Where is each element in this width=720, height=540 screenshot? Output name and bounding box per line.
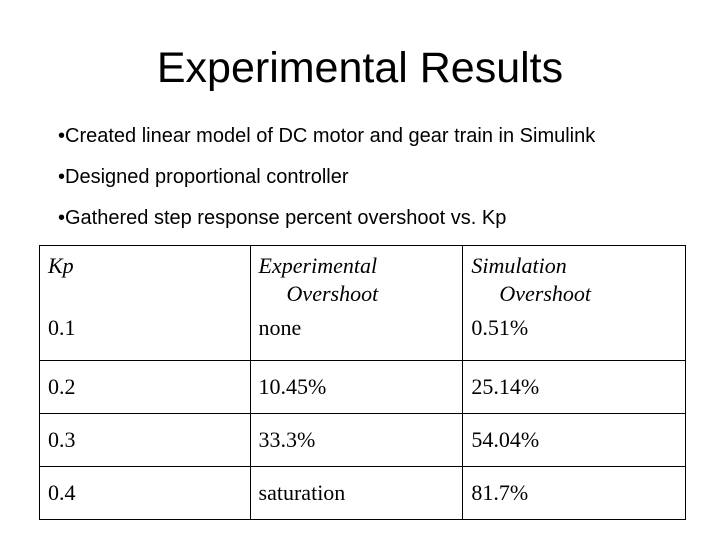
cell-kp: 0.4 [39, 466, 251, 520]
cell-kp: 0.1 [39, 314, 251, 361]
bullet-list: •Created linear model of DC motor and ge… [58, 122, 595, 245]
cell-simulation: 0.51% [462, 314, 686, 361]
slide-title: Experimental Results [156, 44, 564, 92]
header-experimental: Experimental Overshoot [249, 245, 464, 314]
cell-simulation: 54.04% [462, 413, 686, 467]
header-simulation-line2: Overshoot [499, 281, 592, 306]
bullet-item: •Created linear model of DC motor and ge… [58, 125, 596, 147]
table-row: 0.4 saturation 81.7% [39, 466, 686, 520]
table-header-row: Kp Experimental Overshoot Simulation Ove… [39, 245, 686, 314]
header-kp-label: Kp [48, 253, 74, 278]
header-kp: Kp [39, 245, 251, 314]
bullet-item: •Designed proportional controller [58, 166, 349, 188]
cell-simulation: 81.7% [462, 466, 686, 520]
header-experimental-line1: Experimental [258, 253, 378, 278]
cell-experimental: none [249, 314, 464, 361]
bullet-item: •Gathered step response percent overshoo… [58, 207, 507, 229]
header-simulation-line1: Simulation [471, 253, 567, 278]
table-row: 0.1 none 0.51% [39, 314, 686, 361]
table-row: 0.2 10.45% 25.14% [39, 360, 686, 414]
header-experimental-line2: Overshoot [286, 281, 379, 306]
cell-experimental: 10.45% [249, 360, 464, 414]
cell-simulation: 25.14% [462, 360, 686, 414]
cell-kp: 0.2 [39, 360, 251, 414]
results-table: Kp Experimental Overshoot Simulation Ove… [39, 245, 686, 520]
cell-kp: 0.3 [39, 413, 251, 467]
cell-experimental: saturation [249, 466, 464, 520]
header-simulation: Simulation Overshoot [462, 245, 686, 314]
cell-experimental: 33.3% [249, 413, 464, 467]
table-row: 0.3 33.3% 54.04% [39, 413, 686, 467]
